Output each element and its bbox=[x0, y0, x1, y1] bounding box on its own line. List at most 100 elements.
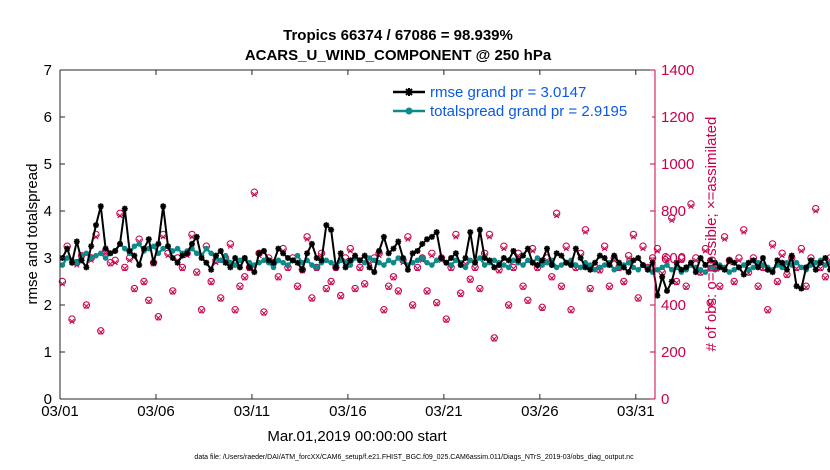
rmse-point bbox=[256, 250, 263, 257]
totalspread-point bbox=[414, 257, 421, 264]
obs-possible-point bbox=[716, 282, 724, 290]
y-right-tick-label: 800 bbox=[661, 203, 686, 220]
rmse-point bbox=[174, 259, 181, 266]
rmse-point bbox=[275, 245, 282, 252]
obs-possible-point bbox=[682, 282, 690, 290]
y-axis-right-label: # of obs: o=possible; ×=assimilated bbox=[703, 117, 720, 352]
obs-possible-point bbox=[821, 273, 830, 281]
obs-assimilated-point bbox=[765, 308, 771, 314]
y-left-tick-label: 7 bbox=[44, 62, 52, 79]
rmse-point bbox=[376, 247, 383, 254]
totalspread-point bbox=[625, 259, 632, 266]
rmse-point bbox=[663, 287, 670, 294]
obs-possible-point bbox=[634, 294, 642, 302]
obs-possible-point bbox=[356, 263, 364, 272]
totalspread-point bbox=[208, 250, 214, 257]
obs-assimilated-point bbox=[491, 336, 497, 342]
obs-possible-point bbox=[764, 306, 772, 314]
totalspread-point bbox=[131, 243, 138, 250]
obs-assimilated-point bbox=[784, 272, 790, 279]
rmse-point bbox=[188, 240, 195, 247]
obs-possible-point bbox=[241, 273, 249, 281]
rmse-point bbox=[337, 250, 344, 257]
obs-assimilated-point bbox=[155, 315, 162, 321]
obs-possible-point bbox=[428, 249, 436, 258]
obs-possible-point bbox=[773, 277, 782, 286]
y-right-tick-label: 200 bbox=[661, 344, 686, 361]
totalspread-point bbox=[731, 266, 737, 273]
y-right-tick-label: 600 bbox=[661, 250, 686, 267]
obs-assimilated-point bbox=[736, 257, 742, 264]
obs-possible-point bbox=[504, 301, 513, 309]
rmse-point bbox=[265, 257, 272, 264]
rmse-point bbox=[697, 255, 704, 261]
rmse-point bbox=[332, 264, 339, 271]
obs-possible-point bbox=[111, 256, 119, 265]
rmse-point bbox=[203, 259, 210, 266]
obs-assimilated-point bbox=[443, 317, 449, 323]
obs-assimilated-point bbox=[601, 245, 608, 252]
obs-assimilated-point bbox=[630, 234, 637, 240]
totalspread-point bbox=[429, 262, 435, 268]
totalspread-point bbox=[750, 264, 757, 271]
rmse-point bbox=[759, 255, 766, 261]
totalspread-point bbox=[121, 245, 128, 252]
obs-possible-point bbox=[490, 334, 498, 342]
obs-assimilated-point bbox=[683, 284, 689, 291]
obs-possible-point bbox=[360, 280, 369, 288]
obs-possible-point bbox=[706, 298, 714, 307]
rmse-point bbox=[73, 238, 80, 245]
rmse-point bbox=[352, 252, 359, 259]
legend-totalspread-marker bbox=[405, 107, 413, 115]
rmse-point bbox=[726, 257, 733, 264]
obs-assimilated-point bbox=[822, 275, 828, 281]
obs-assimilated-point bbox=[309, 296, 315, 302]
totalspread-point bbox=[381, 262, 387, 268]
rmse-point bbox=[462, 255, 469, 261]
totalspread-point bbox=[668, 266, 675, 273]
obs-possible-point bbox=[82, 301, 91, 309]
x-tick-label: 03/26 bbox=[521, 403, 559, 420]
obs-assimilated-point bbox=[165, 252, 171, 259]
obs-possible-point bbox=[677, 254, 686, 262]
obs-possible-point bbox=[250, 188, 259, 196]
obs-possible-point bbox=[423, 287, 431, 295]
rmse-point bbox=[577, 255, 584, 261]
totalspread-point bbox=[270, 264, 277, 271]
totalspread-point bbox=[462, 264, 469, 271]
obs-possible-point bbox=[605, 282, 614, 290]
obs-assimilated-point bbox=[69, 318, 75, 325]
obs-assimilated-point bbox=[553, 213, 560, 219]
totalspread-point bbox=[390, 259, 397, 266]
obs-assimilated-point bbox=[486, 234, 493, 240]
obs-possible-point bbox=[768, 240, 777, 248]
obs-assimilated-point bbox=[227, 243, 233, 249]
obs-assimilated-point bbox=[352, 287, 358, 293]
obs-possible-point bbox=[313, 263, 321, 272]
totalspread-point bbox=[309, 262, 315, 268]
rmse-point bbox=[745, 259, 752, 266]
rmse-point bbox=[64, 245, 71, 252]
rmse-point bbox=[649, 259, 656, 266]
obs-assimilated-point bbox=[323, 287, 329, 293]
rmse-point bbox=[822, 255, 829, 261]
obs-possible-point bbox=[624, 251, 633, 260]
totalspread-point bbox=[491, 257, 498, 264]
obs-possible-point bbox=[169, 287, 177, 295]
obs-possible-point bbox=[629, 230, 638, 239]
obs-assimilated-point bbox=[693, 257, 699, 264]
rmse-point bbox=[169, 255, 176, 261]
obs-possible-point bbox=[730, 277, 738, 286]
obs-possible-point bbox=[557, 282, 566, 290]
obs-possible-point bbox=[145, 296, 153, 304]
totalspread-point bbox=[577, 264, 584, 271]
obs-assimilated-point bbox=[189, 234, 195, 240]
obs-assimilated-point bbox=[179, 265, 186, 272]
obs-assimilated-point bbox=[237, 284, 243, 291]
totalspread-point bbox=[328, 259, 334, 266]
chart-title-line1: Tropics 66374 / 67086 = 98.939% bbox=[283, 27, 513, 44]
totalspread-point bbox=[812, 259, 819, 266]
rmse-point bbox=[236, 264, 243, 271]
totalspread-point bbox=[424, 259, 430, 266]
